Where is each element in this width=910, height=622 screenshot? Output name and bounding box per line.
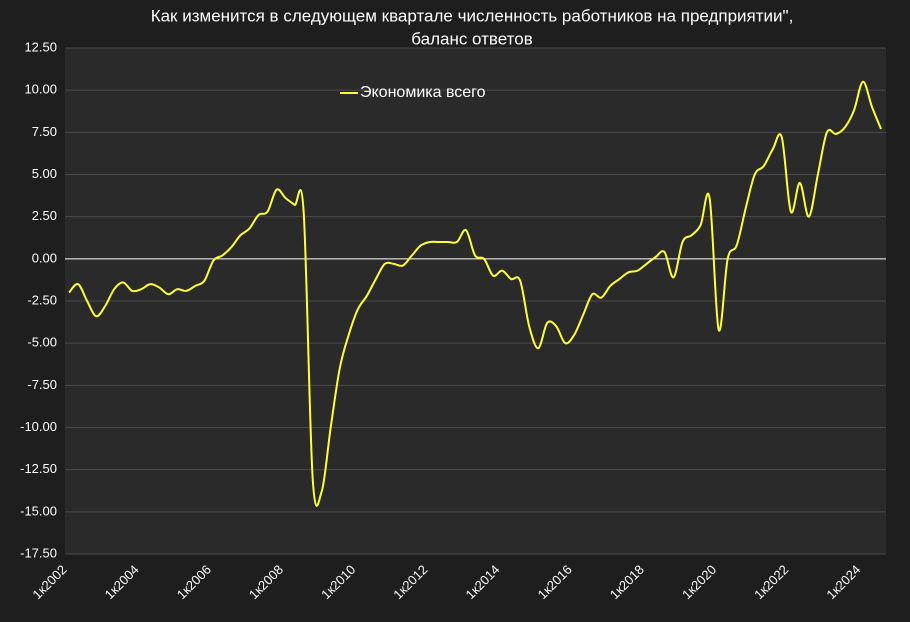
x-tick-label: 1к2010 — [318, 562, 358, 602]
y-tick-label: 7.50 — [32, 124, 57, 139]
chart-title: Как изменится в следующем квартале числе… — [151, 6, 794, 25]
x-tick-label: 1к2018 — [607, 562, 647, 602]
y-tick-label: 5.00 — [32, 166, 57, 181]
y-tick-label: -12.50 — [20, 461, 57, 476]
chart-subtitle: баланс ответов — [411, 29, 532, 48]
x-tick-label: 1к2012 — [390, 562, 430, 602]
x-tick-label: 1к2008 — [246, 562, 286, 602]
y-tick-label: -2.50 — [27, 292, 57, 307]
x-tick-label: 1к2004 — [102, 562, 142, 602]
x-tick-label: 1к2014 — [462, 562, 502, 602]
y-tick-label: -15.00 — [20, 503, 57, 518]
y-tick-label: 12.50 — [24, 39, 57, 54]
x-tick-label: 1к2024 — [823, 562, 863, 602]
legend-label: Экономика всего — [360, 84, 486, 101]
y-tick-label: 10.00 — [24, 82, 57, 97]
y-tick-label: 0.00 — [32, 250, 57, 265]
y-tick-label: -5.00 — [27, 335, 57, 350]
x-tick-label: 1к2016 — [535, 562, 575, 602]
x-tick-label: 1к2002 — [29, 562, 69, 602]
y-tick-label: 2.50 — [32, 208, 57, 223]
x-tick-label: 1к2020 — [679, 562, 719, 602]
x-tick-label: 1к2022 — [751, 562, 791, 602]
x-tick-label: 1к2006 — [174, 562, 214, 602]
series-line — [68, 80, 882, 507]
y-tick-label: -10.00 — [20, 419, 57, 434]
y-tick-label: -7.50 — [27, 377, 57, 392]
y-tick-label: -17.50 — [20, 545, 57, 560]
